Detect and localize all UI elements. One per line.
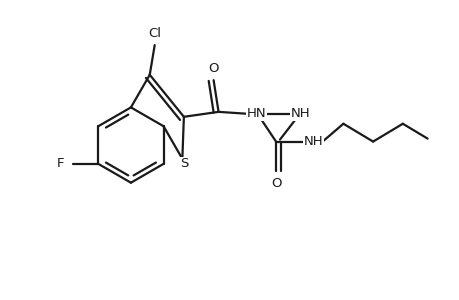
Text: NH: NH <box>303 135 323 148</box>
Text: NH: NH <box>291 107 310 120</box>
Text: F: F <box>57 158 64 170</box>
Text: Cl: Cl <box>148 27 161 40</box>
Text: O: O <box>208 62 218 75</box>
Text: O: O <box>270 177 280 190</box>
Text: S: S <box>180 157 188 170</box>
Text: HN: HN <box>246 107 265 120</box>
